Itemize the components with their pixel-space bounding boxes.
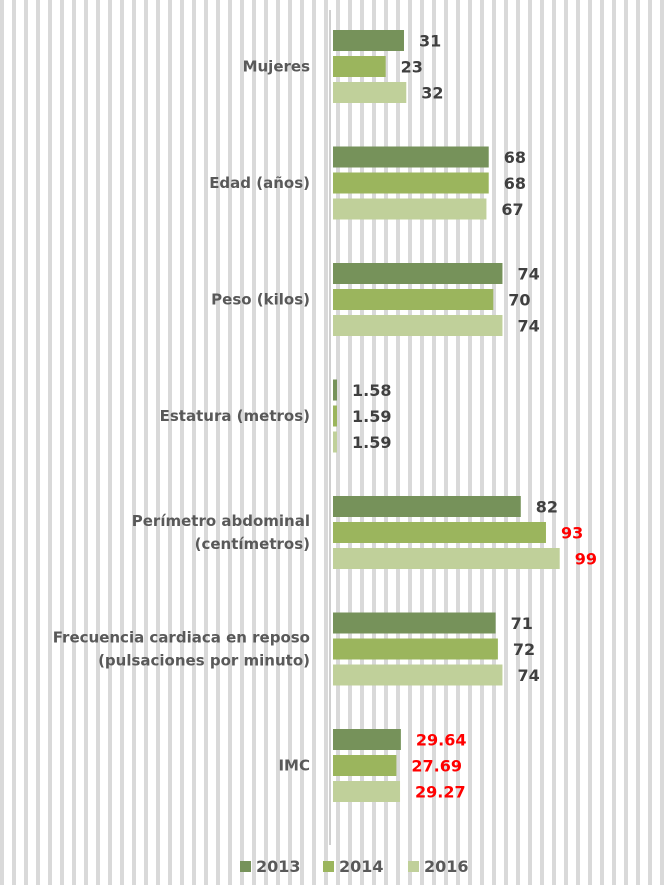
category-label: Frecuencia cardiaca en reposo (pulsacione…: [53, 629, 310, 670]
value-label: 32: [421, 84, 443, 103]
bar-2016: [333, 315, 502, 336]
category-label-line: Frecuencia cardiaca en reposo: [53, 629, 310, 647]
value-label: 68: [504, 148, 526, 167]
category-label: Perímetro abdominal (centímetros): [132, 512, 310, 553]
bar-2014: [333, 56, 386, 77]
value-label: 27.69: [411, 757, 462, 776]
value-label: 82: [536, 498, 558, 517]
category-label: Edad (años): [209, 174, 310, 192]
value-label: 23: [401, 58, 423, 77]
legend-label: 2014: [339, 857, 384, 876]
bar-2013: [333, 729, 401, 750]
category-label: Mujeres: [243, 58, 310, 76]
bar-2016: [333, 82, 406, 103]
bar-2013: [333, 147, 489, 168]
bar-2016: [333, 548, 560, 569]
bar-2014: [333, 173, 489, 194]
bar-2014: [333, 522, 546, 543]
category-label: Estatura (metros): [160, 407, 310, 425]
bar-2013: [333, 496, 521, 517]
value-label: 29.64: [416, 731, 467, 750]
category-label-line: (pulsaciones por minuto): [98, 652, 310, 670]
value-label: 74: [517, 265, 539, 284]
value-label: 74: [517, 317, 539, 336]
bar-2016: [333, 199, 486, 220]
value-label: 72: [513, 640, 535, 659]
category-label-line: (centímetros): [195, 535, 310, 553]
value-label: 70: [508, 291, 530, 310]
bar-2014: [333, 289, 493, 310]
bar-2016: [333, 781, 400, 802]
category-label-line: Estatura (metros): [160, 407, 310, 425]
value-label: 68: [504, 174, 526, 193]
legend: 2013 2014 2016: [240, 857, 469, 876]
legend-label: 2013: [256, 857, 301, 876]
category-label-line: Peso (kilos): [211, 291, 310, 309]
bar-2016: [333, 432, 337, 453]
category-label: Peso (kilos): [211, 291, 310, 309]
category-label: IMC: [278, 757, 310, 775]
category-labels: Mujeres Edad (años) Peso (kilos) Estatura (…: [53, 58, 310, 775]
value-label: 99: [575, 550, 597, 569]
bar-2014: [333, 406, 337, 427]
bar-2013: [333, 613, 496, 634]
legend-label: 2016: [424, 857, 469, 876]
bar-2013: [333, 263, 502, 284]
bar-2016: [333, 665, 502, 686]
value-label: 67: [501, 200, 523, 219]
value-label: 93: [561, 524, 583, 543]
legend-swatch: [240, 861, 251, 872]
legend-swatch: [323, 861, 334, 872]
value-label: 1.59: [352, 407, 391, 426]
legend-swatch: [408, 861, 419, 872]
bar-2013: [333, 30, 404, 51]
category-label-line: Perímetro abdominal: [132, 512, 310, 530]
value-label: 29.27: [415, 783, 466, 802]
category-label-line: Mujeres: [243, 58, 310, 76]
value-label: 31: [419, 32, 441, 51]
category-label-line: IMC: [278, 757, 310, 775]
value-label: 74: [517, 666, 539, 685]
value-label: 71: [511, 614, 533, 633]
bar-2013: [333, 380, 337, 401]
bar-2014: [333, 639, 498, 660]
value-label: 1.59: [352, 433, 391, 452]
category-label-line: Edad (años): [209, 174, 310, 192]
bar-2014: [333, 755, 396, 776]
value-label: 1.58: [352, 381, 391, 400]
